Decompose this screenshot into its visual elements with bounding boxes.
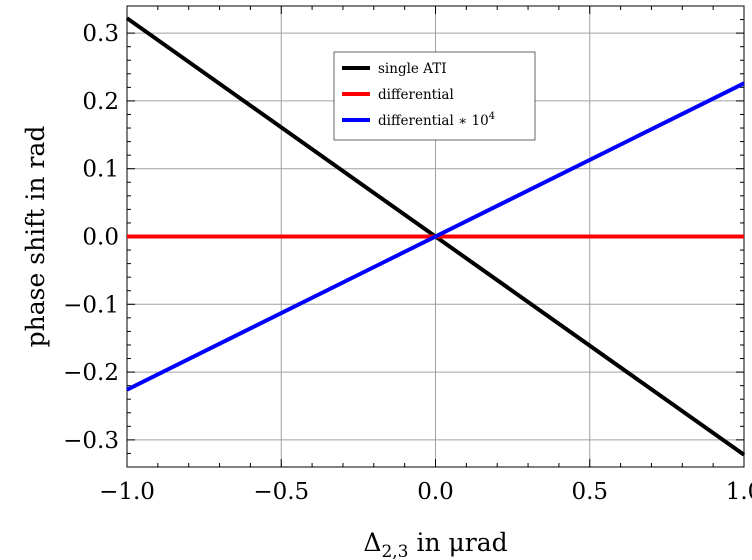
series-line bbox=[126, 81, 745, 392]
legend: single ATI differential differential ∗ 104 bbox=[333, 51, 536, 141]
legend-label-sup: 4 bbox=[489, 111, 495, 122]
y-tick-label: −0.3 bbox=[63, 428, 119, 454]
series-lines bbox=[125, 16, 746, 457]
y-tick-label: 0.0 bbox=[82, 225, 119, 251]
legend-label: single ATI bbox=[378, 61, 447, 77]
x-tick-label: −0.5 bbox=[253, 479, 309, 505]
x-tick-label: 0.5 bbox=[571, 479, 608, 505]
tick-labels: −1.0 −0.5 0.0 0.5 1.0 −0.3 −0.2 −0.1 0.0 0.1 0.2 0.… bbox=[63, 21, 752, 505]
legend-label: differential ∗ 104 bbox=[378, 111, 495, 129]
y-tick-label: −0.2 bbox=[63, 360, 119, 386]
x-tick-label: −1.0 bbox=[99, 479, 155, 505]
x-axis-title-base: Δ bbox=[363, 528, 381, 557]
y-tick-label: 0.2 bbox=[82, 89, 119, 115]
x-axis-title: Δ2,3 in μrad bbox=[363, 528, 507, 560]
y-axis-title: phase shift in rad bbox=[21, 126, 50, 348]
x-tick-label: 1.0 bbox=[726, 479, 752, 505]
x-axis-title-sub: 2,3 bbox=[381, 542, 408, 560]
y-tick-label: 0.1 bbox=[82, 157, 119, 183]
x-tick-label: 0.0 bbox=[417, 479, 454, 505]
legend-label: differential bbox=[378, 87, 454, 103]
x-axis-title-rest: in μrad bbox=[409, 528, 508, 557]
y-tick-label: 0.3 bbox=[82, 21, 119, 47]
y-tick-label: −0.1 bbox=[63, 292, 119, 318]
